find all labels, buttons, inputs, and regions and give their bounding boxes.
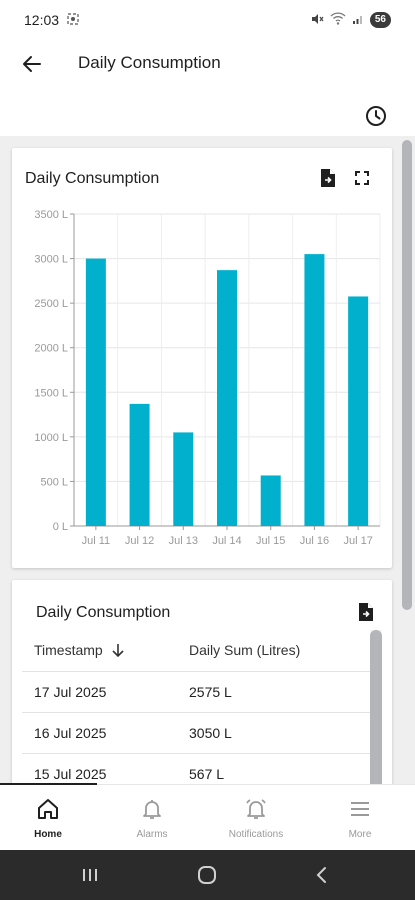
x-tick-label: Jul 15: [256, 535, 285, 547]
export-button[interactable]: [316, 166, 340, 190]
page-title: Daily Consumption: [78, 53, 221, 72]
bar-jul-16[interactable]: [304, 254, 325, 526]
table-row[interactable]: 16 Jul 2025 3050 L: [22, 713, 370, 754]
row-value: 2575 L: [189, 684, 232, 700]
status-time: 12:03: [24, 12, 60, 28]
row-timestamp: 15 Jul 2025: [34, 766, 107, 782]
nav-item-notifications[interactable]: Notifications: [211, 785, 301, 851]
row-timestamp: 17 Jul 2025: [34, 684, 107, 700]
bar-jul-12[interactable]: [129, 403, 150, 526]
nav-item-more[interactable]: More: [315, 785, 405, 851]
nav-label-home: Home: [34, 829, 62, 840]
file-export-icon: [321, 169, 335, 187]
y-tick-label: 3000 L: [34, 254, 68, 266]
row-value: 567 L: [189, 766, 225, 782]
bar-chart: 0 L 500 L 1000 L 1500 L 2000 L 2500 L 3000 L 35…: [34, 209, 381, 547]
x-tick-label: Jul 17: [343, 535, 372, 547]
menu-icon: [315, 795, 405, 823]
fullscreen-button[interactable]: [350, 166, 374, 190]
scroll-content[interactable]: Daily Consumption 0 L 500 L 1000 L 1500 L 20…: [0, 136, 415, 784]
x-tick-label: Jul 14: [212, 535, 241, 547]
status-bar: 12:03 56: [0, 0, 415, 40]
home-system-button[interactable]: [192, 862, 222, 888]
table-card: Daily Consumption Timestamp Daily Sum (L…: [12, 580, 392, 784]
x-tick-label: Jul 11: [82, 535, 111, 547]
back-button[interactable]: [18, 50, 46, 78]
history-button[interactable]: [362, 102, 390, 130]
bell-icon: [107, 795, 197, 823]
nav-item-home[interactable]: Home: [3, 785, 93, 851]
nav-active-indicator: [0, 783, 97, 785]
system-navigation-bar: [0, 850, 415, 900]
y-tick-label: 0 L: [53, 521, 68, 533]
chart-card: Daily Consumption 0 L 500 L 1000 L 1500 L 20…: [12, 148, 392, 568]
table-row[interactable]: 17 Jul 2025 2575 L: [22, 672, 370, 713]
wifi-icon: [330, 12, 346, 28]
timestamp-column-header[interactable]: Timestamp: [34, 642, 125, 658]
bar-jul-13[interactable]: [173, 432, 194, 526]
y-tick-label: 1500 L: [34, 387, 68, 399]
row-value: 3050 L: [189, 725, 232, 741]
home-circle-icon: [198, 866, 216, 884]
table-row[interactable]: 15 Jul 2025 567 L: [22, 754, 370, 784]
fullscreen-icon: [355, 171, 369, 185]
arrow-left-icon: [23, 56, 41, 72]
x-tick-label: Jul 12: [125, 535, 154, 547]
daily-sum-column-header[interactable]: Daily Sum (Litres): [189, 641, 301, 658]
table-scrollbar[interactable]: [370, 630, 382, 784]
recent-apps-icon: [83, 869, 97, 881]
y-tick-label: 2500 L: [34, 298, 68, 310]
y-tick-label: 2000 L: [34, 343, 68, 355]
clock-icon: [366, 106, 386, 126]
nav-label-more: More: [348, 829, 372, 840]
table-header: Timestamp Daily Sum (Litres): [22, 628, 370, 672]
chevron-left-icon: [316, 867, 326, 883]
table-card-title: Daily Consumption: [36, 604, 171, 621]
bar-jul-15[interactable]: [260, 475, 281, 526]
y-tick-label: 3500 L: [34, 209, 68, 221]
table-export-button[interactable]: [354, 600, 378, 624]
x-tick-label: Jul 16: [300, 535, 329, 547]
bar-jul-11[interactable]: [85, 258, 106, 526]
file-export-icon: [359, 603, 373, 621]
app-bar: Daily Consumption: [0, 40, 415, 136]
signal-icon: [352, 12, 364, 28]
battery-indicator: 56: [369, 12, 391, 28]
y-tick-label: 500 L: [40, 476, 68, 488]
home-icon: [3, 795, 93, 823]
x-tick-label: Jul 13: [169, 535, 198, 547]
nav-item-alarms[interactable]: Alarms: [107, 785, 197, 851]
recent-apps-button[interactable]: [75, 862, 105, 888]
sort-down-icon: [112, 643, 124, 657]
screen-record-icon: [67, 12, 79, 28]
nav-label-notifications: Notifications: [228, 829, 284, 840]
alarm-bell-icon: [211, 795, 301, 823]
row-timestamp: 16 Jul 2025: [34, 725, 107, 741]
bar-jul-14[interactable]: [217, 270, 237, 526]
y-tick-label: 1000 L: [34, 432, 68, 444]
page-scrollbar[interactable]: [402, 140, 412, 610]
timestamp-header-label: Timestamp: [34, 641, 103, 658]
bottom-navigation: Home Alarms Notifications More: [0, 783, 415, 851]
mute-icon: [310, 12, 324, 29]
nav-label-alarms: Alarms: [136, 829, 168, 840]
back-system-button[interactable]: [307, 862, 337, 888]
chart-card-title: Daily Consumption: [25, 170, 160, 187]
bar-jul-17[interactable]: [348, 296, 369, 526]
